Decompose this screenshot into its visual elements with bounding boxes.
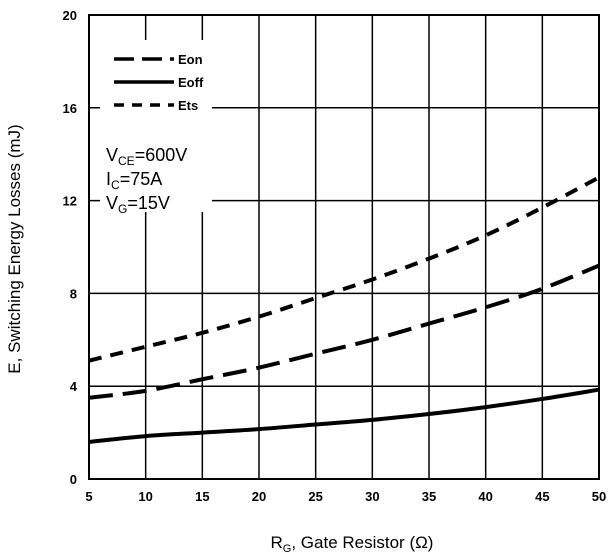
condition-subscript: C [111,178,120,192]
y-tick-label: 4 [70,379,78,394]
x-tick-label: 45 [535,489,549,504]
condition-symbol: V [106,145,118,165]
condition-line: VG=15V [106,193,170,216]
x-axis-label-rest: , Gate Resistor (Ω) [291,533,433,552]
legend-background [100,40,212,136]
condition-value: =75A [120,169,163,189]
y-tick-label: 8 [70,286,77,301]
series-line-eon [88,263,600,400]
tick-labels: 5 10 15 20 25 30 35 40 45 50 0 4 8 12 16 20 [63,8,607,504]
condition-value: =600V [135,145,188,165]
x-tick-label: 5 [85,489,92,504]
condition-symbol: V [106,193,118,213]
y-tick-label: 20 [63,8,77,23]
x-tick-label: 35 [422,489,436,504]
legend-label-ets: Ets [178,98,198,113]
x-tick-label: 10 [138,489,152,504]
condition-line: VCE=600V [106,145,187,168]
condition-subscript: G [118,202,127,216]
y-tick-label: 12 [63,194,77,209]
legend-label-eon: Eon [178,52,203,67]
x-tick-label: 15 [195,489,209,504]
condition-value: =15V [127,193,170,213]
condition-symbol: I [106,169,111,189]
y-axis-label: E, Switching Energy Losses (mJ) [5,124,24,373]
y-tick-label: 0 [70,472,77,487]
x-tick-label: 25 [308,489,322,504]
x-tick-label: 30 [365,489,379,504]
x-tick-label: 40 [478,489,492,504]
x-axis-label-sub: G [283,543,292,555]
condition-line: IC=75A [106,169,162,192]
x-axis-label: RG, Gate Resistor (Ω) [271,533,434,555]
series-lines [88,175,600,444]
condition-subscript: CE [118,154,135,168]
x-axis-label-main: R [271,533,283,552]
y-tick-label: 16 [63,101,77,116]
legend: Eon Eoff Ets [100,40,212,136]
series-line-eoff [88,387,600,444]
conditions-background [100,136,212,212]
x-tick-label: 50 [592,489,606,504]
legend-label-eoff: Eoff [178,75,204,90]
plot-frame [88,14,600,480]
x-tick-label: 20 [252,489,266,504]
series-line-ets [88,175,600,363]
